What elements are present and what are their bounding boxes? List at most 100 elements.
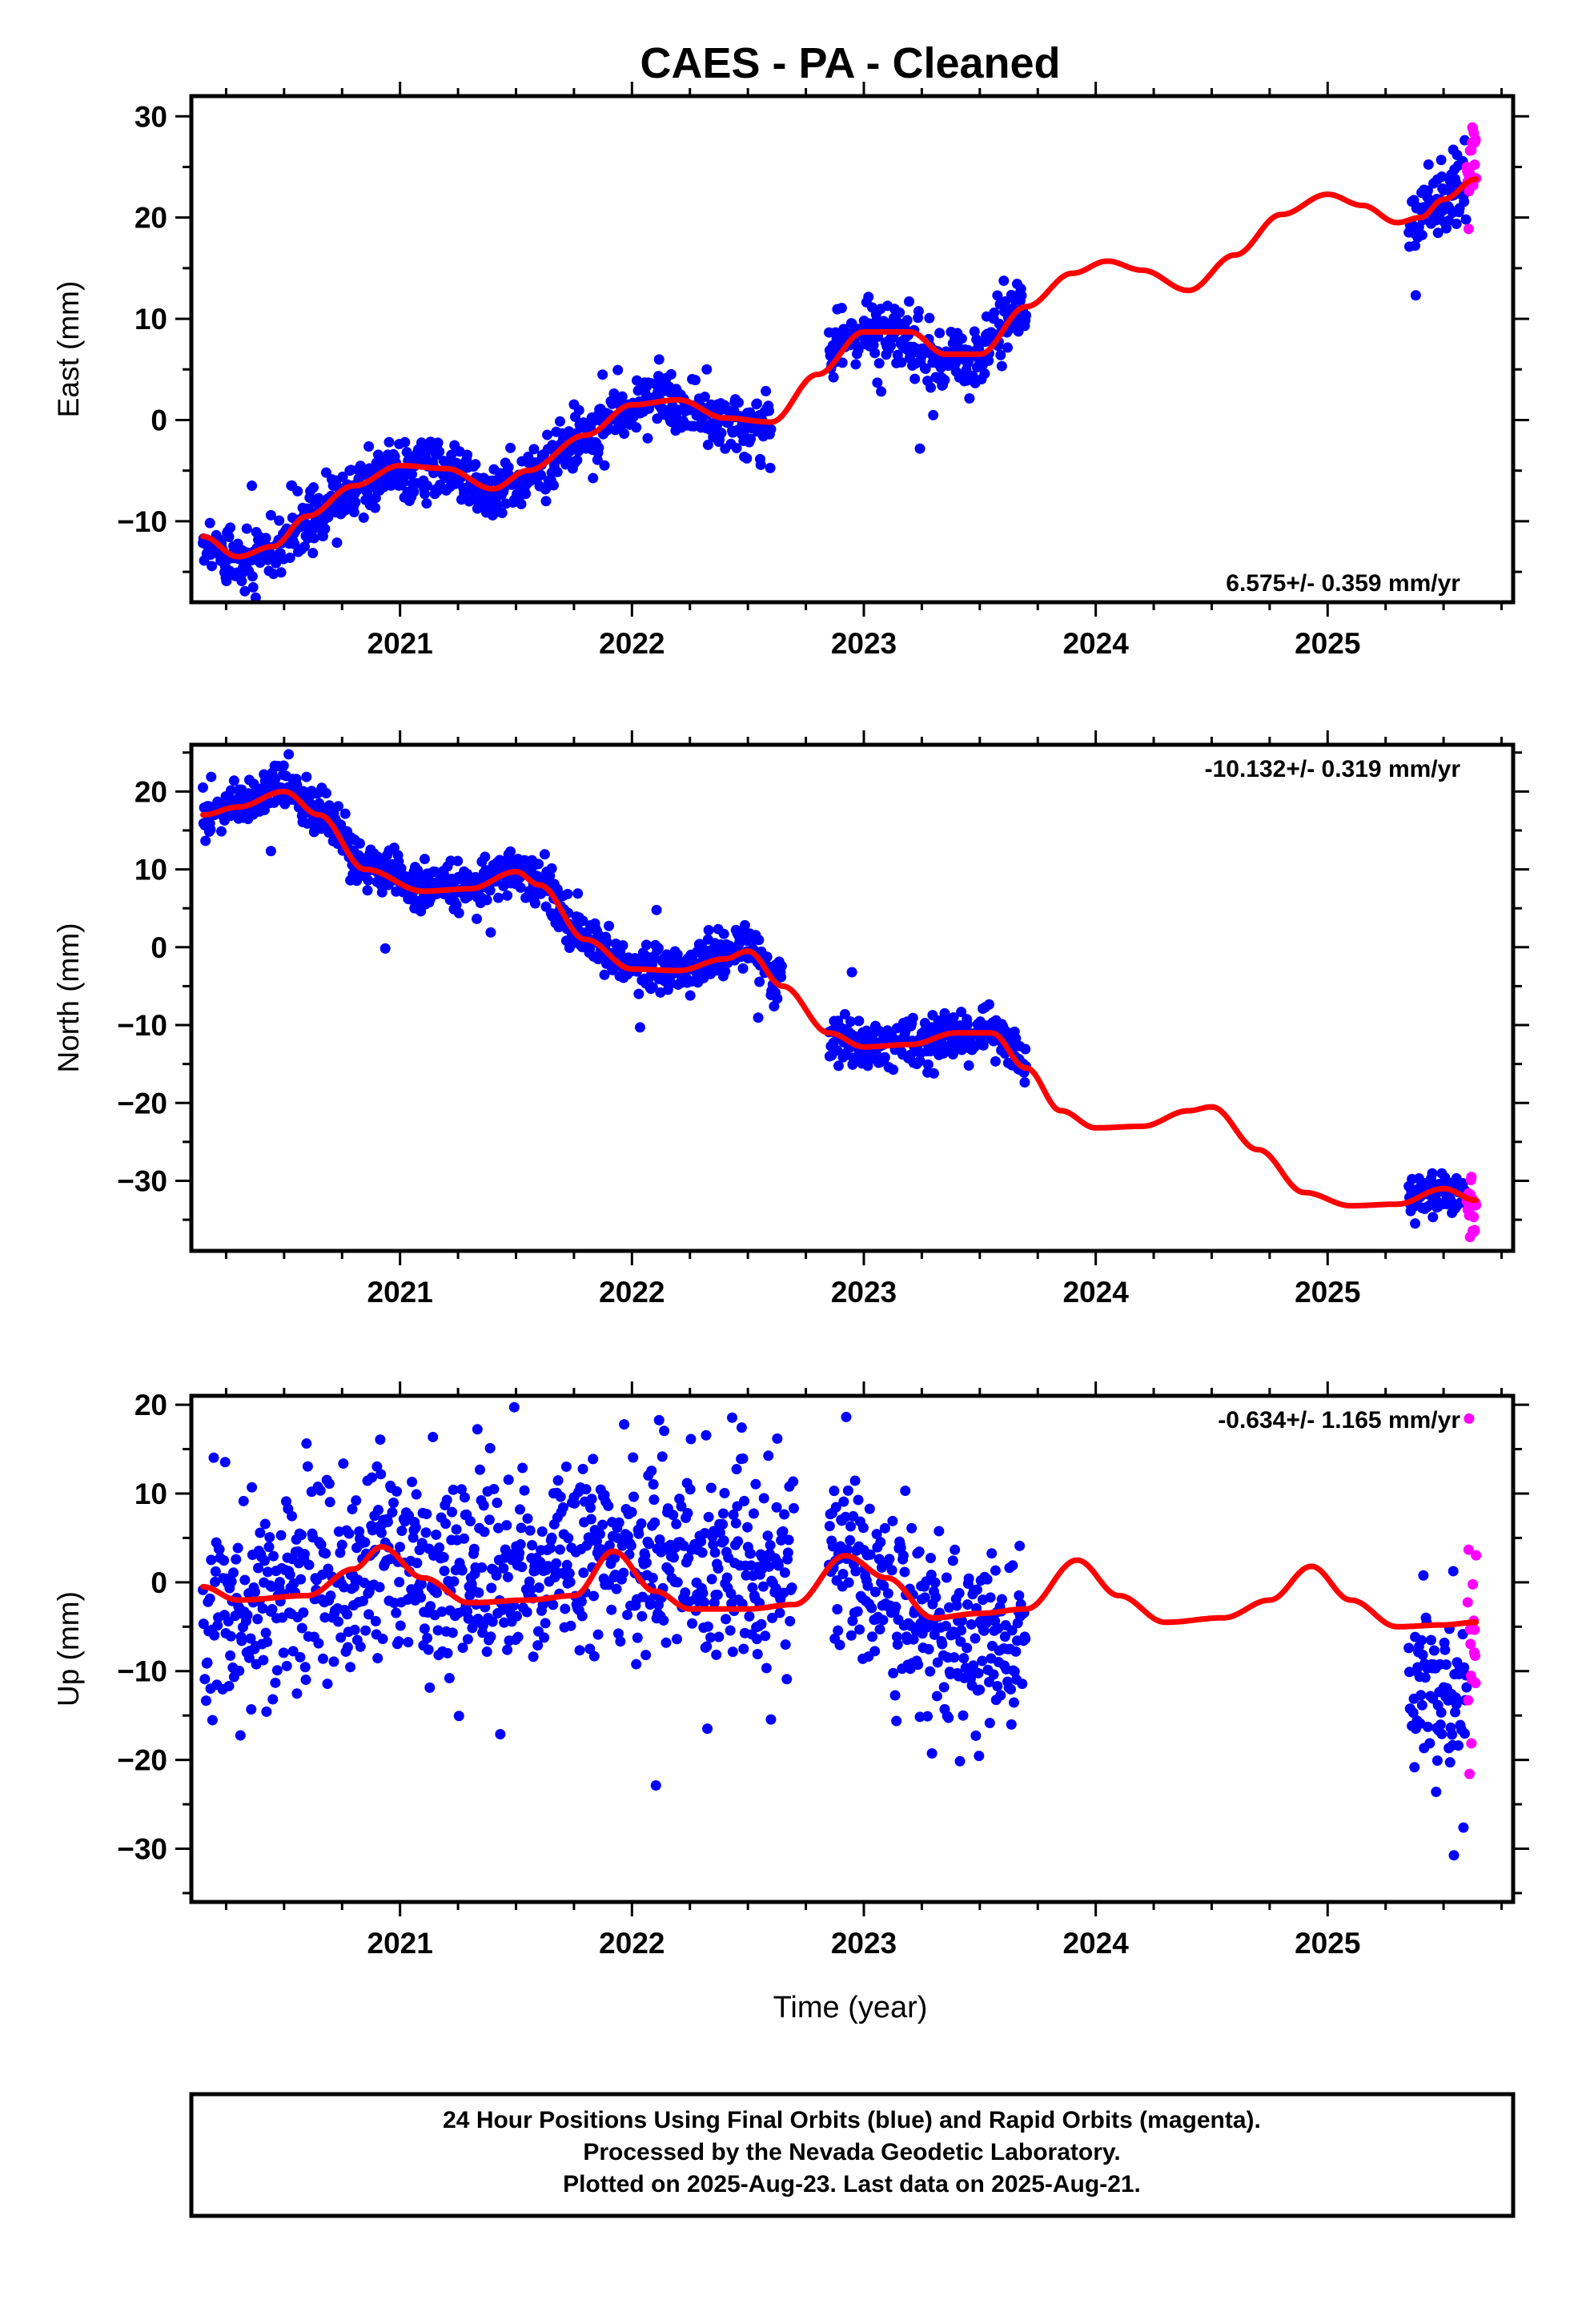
up-final-orbit-point bbox=[1447, 1566, 1459, 1577]
up-final-orbit-point bbox=[712, 1590, 723, 1601]
up-final-orbit-point bbox=[267, 1604, 278, 1615]
up-final-orbit-point bbox=[914, 1711, 926, 1723]
up-final-orbit-point bbox=[752, 1648, 763, 1659]
up-final-orbit-point bbox=[837, 1568, 849, 1579]
up-final-orbit-point bbox=[428, 1431, 439, 1442]
east-final-orbit-point bbox=[573, 404, 584, 416]
up-final-orbit-point bbox=[1020, 1633, 1031, 1644]
north-final-orbit-point bbox=[984, 999, 995, 1010]
east-final-orbit-point bbox=[536, 469, 547, 480]
up-final-orbit-point bbox=[649, 1517, 661, 1528]
up-final-orbit-point bbox=[554, 1544, 565, 1555]
east-final-orbit-point bbox=[552, 466, 563, 477]
up-final-orbit-point bbox=[226, 1576, 237, 1587]
up-final-orbit-point bbox=[1458, 1822, 1469, 1833]
up-final-orbit-point bbox=[234, 1665, 245, 1676]
up-final-orbit-point bbox=[485, 1631, 496, 1642]
up-final-orbit-point bbox=[736, 1422, 747, 1433]
east-final-orbit-point bbox=[400, 436, 411, 448]
east-final-orbit-point bbox=[207, 561, 218, 572]
north-final-orbit-point bbox=[572, 888, 584, 899]
east-final-orbit-point bbox=[894, 307, 905, 318]
up-final-orbit-point bbox=[671, 1634, 682, 1645]
north-final-orbit-point bbox=[379, 943, 391, 954]
up-rapid-orbit-point bbox=[1465, 1638, 1476, 1650]
up-final-orbit-point bbox=[416, 1592, 427, 1603]
up-final-orbit-point bbox=[776, 1534, 787, 1546]
up-final-orbit-point bbox=[268, 1550, 279, 1562]
east-final-orbit-point bbox=[292, 485, 303, 497]
up-final-orbit-point bbox=[829, 1486, 840, 1497]
up-final-orbit-point bbox=[845, 1630, 857, 1641]
north-final-orbit-point bbox=[481, 895, 492, 906]
up-final-orbit-point bbox=[866, 1602, 877, 1614]
up-final-orbit-point bbox=[388, 1497, 400, 1508]
east-final-orbit-point bbox=[432, 437, 444, 448]
up-final-orbit-point bbox=[521, 1606, 532, 1618]
up-final-orbit-point bbox=[235, 1730, 246, 1741]
up-final-orbit-point bbox=[971, 1584, 982, 1595]
x-axis-label: Time (year) bbox=[773, 1991, 928, 2024]
up-final-orbit-point bbox=[760, 1630, 771, 1642]
up-final-orbit-point bbox=[394, 1542, 405, 1553]
up-final-orbit-point bbox=[317, 1653, 328, 1664]
up-final-orbit-point bbox=[1440, 1659, 1452, 1671]
up-y-tick-label: −30 bbox=[117, 1832, 167, 1865]
up-final-orbit-point bbox=[834, 1639, 845, 1651]
up-final-orbit-point bbox=[264, 1532, 275, 1543]
up-final-orbit-point bbox=[502, 1644, 513, 1655]
north-final-orbit-point bbox=[472, 913, 483, 924]
east-x-tick-label: 2025 bbox=[1295, 627, 1360, 660]
east-final-orbit-point bbox=[761, 385, 772, 396]
up-final-orbit-point bbox=[968, 1660, 979, 1671]
up-final-orbit-point bbox=[492, 1522, 504, 1534]
up-final-orbit-point bbox=[472, 1424, 483, 1435]
up-final-orbit-point bbox=[603, 1500, 614, 1511]
north-final-orbit-point bbox=[651, 904, 662, 915]
up-final-orbit-point bbox=[788, 1476, 799, 1487]
north-final-orbit-point bbox=[647, 982, 658, 993]
up-final-orbit-point bbox=[714, 1527, 725, 1538]
up-final-orbit-point bbox=[618, 1567, 629, 1578]
up-final-orbit-point bbox=[622, 1610, 633, 1621]
east-rapid-orbit-point bbox=[1469, 159, 1480, 171]
north-final-orbit-point bbox=[215, 826, 227, 837]
up-final-orbit-point bbox=[832, 1603, 843, 1614]
up-final-orbit-point bbox=[986, 1548, 998, 1559]
up-final-orbit-point bbox=[325, 1590, 336, 1602]
east-final-orbit-point bbox=[540, 496, 552, 507]
east-y-tick-label: 30 bbox=[135, 100, 167, 133]
east-final-orbit-point bbox=[1432, 227, 1443, 239]
east-final-orbit-point bbox=[863, 292, 874, 303]
up-final-orbit-point bbox=[737, 1453, 749, 1464]
east-final-orbit-point bbox=[1422, 185, 1433, 196]
up-final-orbit-point bbox=[209, 1630, 220, 1641]
up-final-orbit-point bbox=[545, 1542, 556, 1554]
north-final-orbit-point bbox=[703, 925, 714, 936]
up-final-orbit-point bbox=[477, 1620, 488, 1631]
up-final-orbit-point bbox=[200, 1695, 211, 1707]
up-final-orbit-point bbox=[267, 1694, 279, 1705]
up-final-orbit-point bbox=[315, 1539, 327, 1550]
east-final-orbit-point bbox=[528, 444, 540, 455]
up-final-orbit-point bbox=[702, 1723, 713, 1735]
up-final-orbit-point bbox=[926, 1748, 938, 1759]
up-final-orbit-point bbox=[709, 1547, 721, 1558]
up-final-orbit-point bbox=[661, 1637, 672, 1648]
north-final-orbit-point bbox=[546, 862, 557, 874]
up-final-orbit-point bbox=[555, 1491, 566, 1502]
up-final-orbit-point bbox=[459, 1533, 470, 1544]
up-final-orbit-point bbox=[772, 1433, 783, 1444]
up-final-orbit-point bbox=[1431, 1787, 1442, 1798]
up-final-orbit-point bbox=[606, 1604, 617, 1615]
up-final-orbit-point bbox=[421, 1509, 432, 1520]
up-final-orbit-point bbox=[536, 1526, 548, 1538]
up-final-orbit-point bbox=[512, 1610, 523, 1622]
east-final-orbit-point bbox=[516, 498, 527, 509]
north-final-orbit-point bbox=[283, 749, 295, 760]
north-frame bbox=[189, 742, 1516, 1253]
up-final-orbit-point bbox=[1005, 1683, 1016, 1695]
up-rapid-orbit-point bbox=[1469, 1651, 1480, 1662]
up-final-orbit-point bbox=[955, 1636, 966, 1647]
